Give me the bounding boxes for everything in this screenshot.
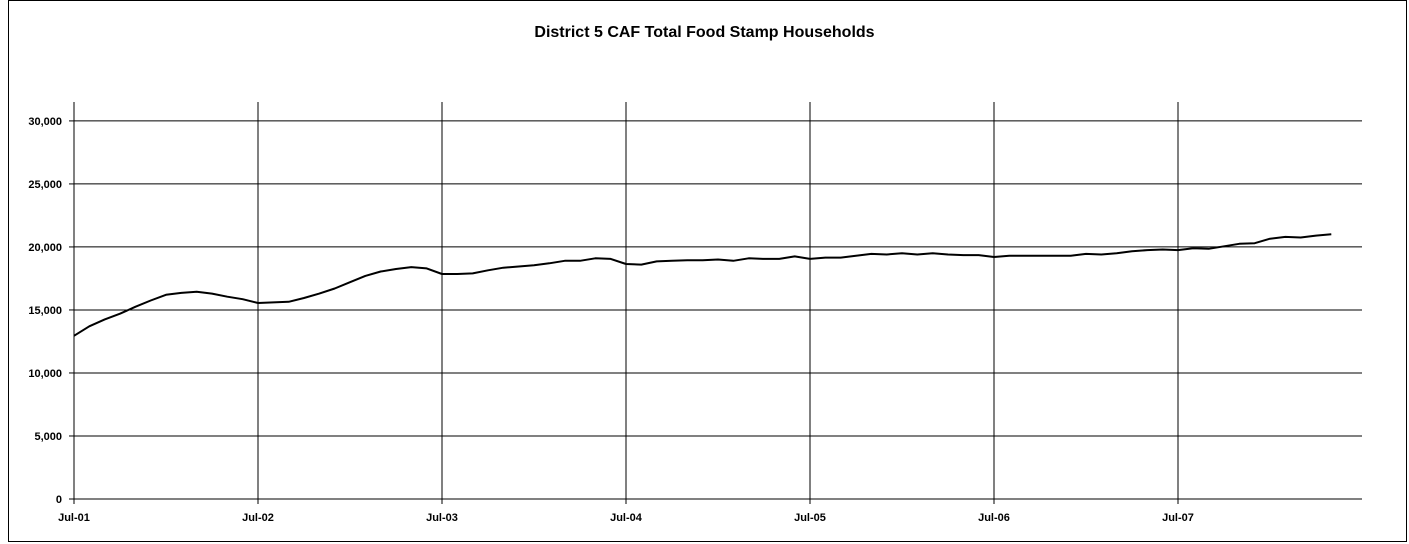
- y-tick-label: 30,000: [28, 116, 62, 128]
- y-tick-label: 20,000: [28, 242, 62, 254]
- x-tick-label: Jul-04: [610, 512, 643, 524]
- x-tick-label: Jul-07: [1162, 512, 1194, 524]
- series-group: [73, 233, 1332, 337]
- x-tick-label: Jul-01: [58, 512, 90, 524]
- x-axis-tick-labels: Jul-01 Jul-02 Jul-03 Jul-04 Jul-05 Jul-06 Jul-…: [58, 512, 1194, 524]
- y-tick-label: 15,000: [28, 305, 62, 317]
- chart-frame: [8, 0, 1407, 542]
- x-tick-label: Jul-03: [426, 512, 458, 524]
- x-tick-label: Jul-05: [794, 512, 826, 524]
- grid-lines: [74, 102, 1362, 499]
- y-axis-tick-labels: 0 5,000 10,000 15,000 20,000 25,000 30,000: [28, 116, 62, 506]
- series-line: [73, 233, 1332, 337]
- y-tick-label: 10,000: [28, 368, 62, 380]
- x-tick-label: Jul-02: [242, 512, 274, 524]
- y-tick-label: 25,000: [28, 179, 62, 191]
- y-tick-label: 0: [56, 494, 62, 506]
- x-tick-label: Jul-06: [978, 512, 1010, 524]
- y-tick-label: 5,000: [34, 431, 62, 443]
- chart-title: District 5 CAF Total Food Stamp Househol…: [534, 24, 875, 41]
- axes: [69, 102, 1362, 504]
